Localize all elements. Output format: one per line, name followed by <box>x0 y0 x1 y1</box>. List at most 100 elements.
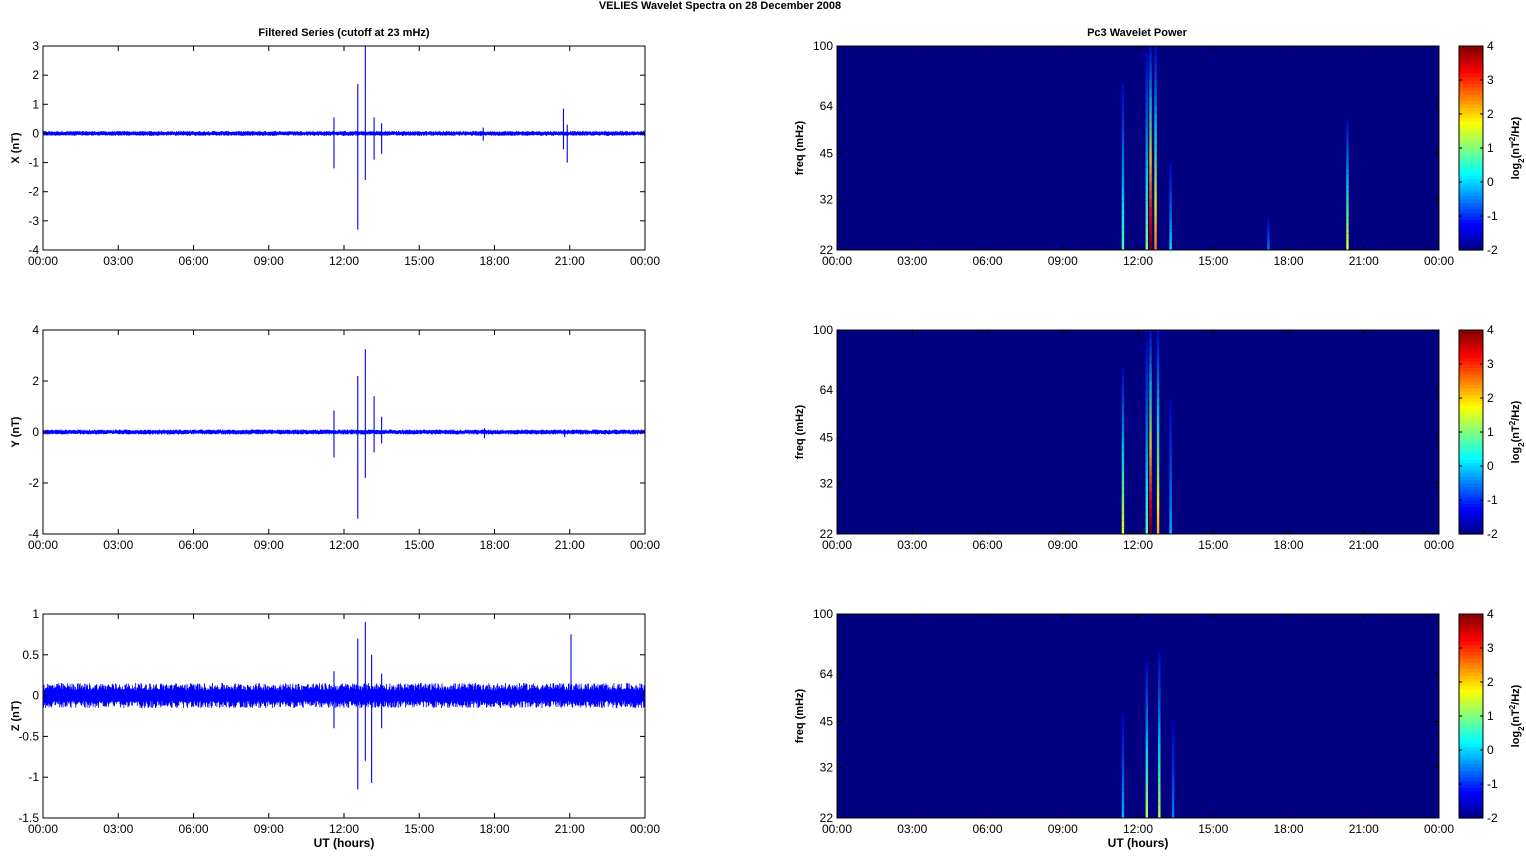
streak-cell <box>1156 500 1160 509</box>
streak-cell <box>1169 494 1172 501</box>
colorbar-label-part: (nT <box>1510 141 1522 158</box>
streak-cell <box>1171 741 1175 746</box>
y-axis-label: freq (mHz) <box>794 120 806 175</box>
streak-cell <box>1267 221 1270 223</box>
streak-cell <box>1121 167 1125 175</box>
streak-cell <box>1149 398 1152 407</box>
streak-cell <box>1169 455 1172 461</box>
colorbar-cell <box>1459 367 1483 372</box>
colorbar-cell <box>1459 69 1483 74</box>
streak-cell <box>1145 208 1148 218</box>
colorbar-cell <box>1459 52 1483 57</box>
plot-area <box>43 614 645 818</box>
streak-cell <box>1145 341 1148 350</box>
colorbar-cell <box>1459 527 1483 532</box>
y-tick-label: 22 <box>820 527 834 541</box>
colorbar-cell <box>1459 360 1483 365</box>
streak-cell <box>1169 239 1172 243</box>
streak-cell <box>1154 97 1157 106</box>
streak-cell <box>1121 389 1125 397</box>
colorbar-label-part: log <box>1510 731 1522 748</box>
x-tick-label: 00:00 <box>28 538 58 552</box>
streak-cell <box>1267 239 1270 241</box>
streak-cell <box>1145 389 1148 398</box>
colorbar-cell <box>1459 617 1483 622</box>
streak-cell <box>1169 220 1172 225</box>
y-tick-label: 0 <box>32 425 39 439</box>
streak-cell <box>1149 190 1152 199</box>
streak-cell <box>1121 160 1125 168</box>
streak-cell <box>1169 210 1172 214</box>
streak-cell <box>1158 749 1161 757</box>
power-streak-6 <box>1346 119 1349 250</box>
streak-cell <box>1169 410 1172 416</box>
colorbar-cell <box>1459 165 1483 169</box>
colorbar-cell <box>1459 353 1483 358</box>
streak-cell <box>1121 375 1125 383</box>
colorbar-tick-label: 4 <box>1487 39 1494 53</box>
colorbar-tick-label: -2 <box>1487 811 1498 825</box>
colorbar-tick-label: 2 <box>1487 391 1494 405</box>
streak-cell <box>1154 80 1157 89</box>
colorbar-cell <box>1459 648 1483 652</box>
colorbar-cell <box>1459 733 1483 737</box>
x-tick-label: 00:00 <box>822 254 852 268</box>
colorbar-cell <box>1459 719 1483 724</box>
streak-cell <box>1145 759 1148 767</box>
x-tick-label: 12:00 <box>329 254 359 268</box>
streak-cell <box>1145 405 1148 414</box>
colorbar-cell <box>1459 462 1483 467</box>
colorbar-cell <box>1459 391 1483 396</box>
streak-cell <box>1145 357 1148 366</box>
streak-cell <box>1169 202 1172 207</box>
streak-cell <box>1149 508 1152 517</box>
colorbar-cell <box>1459 445 1483 450</box>
streak-cell <box>1154 182 1157 191</box>
streak-cell <box>1267 245 1270 248</box>
streak-cell <box>1145 365 1148 374</box>
streak-cell <box>1121 98 1125 106</box>
streak-cell <box>1121 730 1125 735</box>
streak-cell <box>1267 236 1270 238</box>
streak-cell <box>1121 174 1125 182</box>
colorbar-cell <box>1459 161 1483 166</box>
y-tick-label: 0 <box>32 126 39 140</box>
streak-cell <box>1121 437 1125 445</box>
streak-cell <box>1169 415 1172 422</box>
streak-cell <box>1346 217 1349 223</box>
streak-cell <box>1145 485 1148 494</box>
streak-cell <box>1154 114 1157 123</box>
streak-cell <box>1145 811 1148 818</box>
trace-z <box>42 683 646 709</box>
colorbar-cell <box>1459 222 1483 227</box>
streak-cell <box>1154 233 1157 242</box>
streak-cell <box>1171 725 1175 730</box>
colorbar-cell <box>1459 233 1483 237</box>
streak-cell <box>1171 777 1175 782</box>
colorbar-cell <box>1459 421 1483 426</box>
streak-cell <box>1149 148 1152 157</box>
streak-cell <box>1149 355 1152 364</box>
streak-cell <box>1145 52 1148 62</box>
streak-cell <box>1149 381 1152 390</box>
streak-cell <box>1121 194 1125 202</box>
streak-cell <box>1145 681 1148 689</box>
colorbar-cell <box>1459 330 1483 334</box>
colorbar-cell <box>1459 517 1483 521</box>
streak-cell <box>1145 701 1148 708</box>
streak-cell <box>1154 63 1157 72</box>
x-tick-label: 18:00 <box>1273 822 1303 836</box>
colorbar-cell <box>1459 73 1483 78</box>
x-tick-label: 12:00 <box>329 538 359 552</box>
streak-cell <box>1121 743 1125 748</box>
colorbar-cell <box>1459 627 1483 632</box>
streak-cell <box>1346 179 1349 185</box>
timeseries-panel-x: -4 -3 -2 -1 0 1 2 3 00:00 03:00 06:00 09:00 12:00 15:… <box>10 39 660 268</box>
streak-cell <box>1171 749 1175 754</box>
streak-cell <box>1158 804 1161 812</box>
colorbar-tick-label: 2 <box>1487 675 1494 689</box>
x-tick-label: 00:00 <box>1424 538 1454 552</box>
x-tick-label: 15:00 <box>404 538 434 552</box>
